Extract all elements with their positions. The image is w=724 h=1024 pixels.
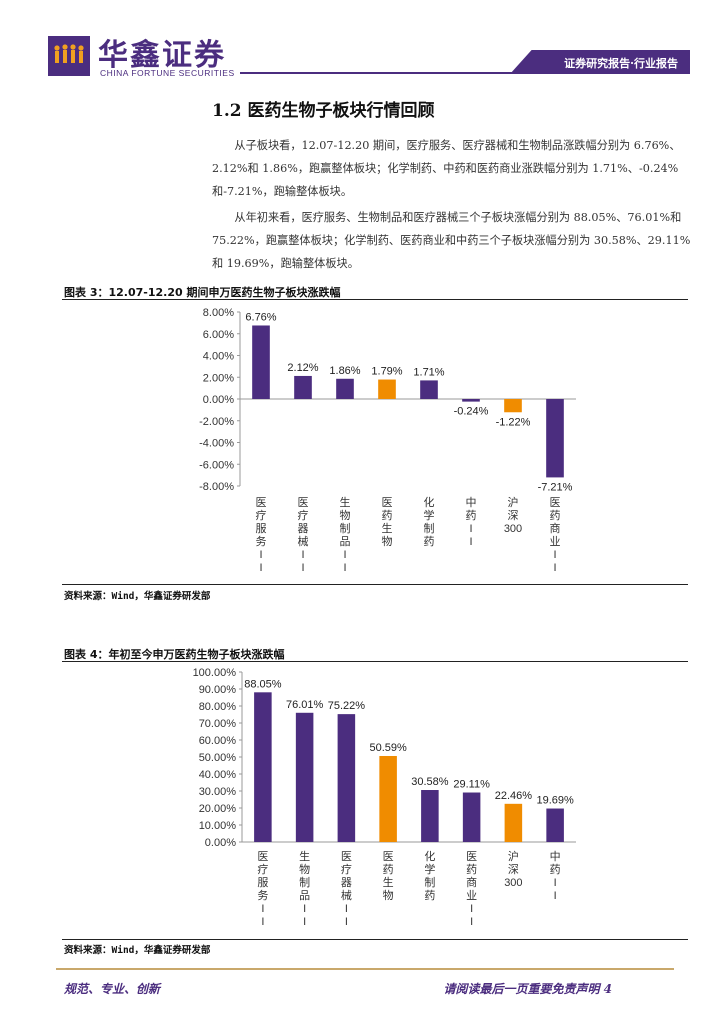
data-label: 29.11% bbox=[453, 779, 490, 791]
y-tick-label: 100.00% bbox=[193, 667, 237, 679]
y-tick-label: -6.00% bbox=[199, 459, 234, 471]
brand-name-en: CHINA FORTUNE SECURITIES bbox=[100, 68, 235, 78]
report-type-label: 证券研究报告·行业报告 bbox=[564, 57, 678, 70]
y-tick-label: 10.00% bbox=[199, 820, 237, 832]
bar bbox=[504, 399, 522, 413]
category-label: 中药 I I bbox=[550, 850, 561, 902]
y-tick-label: 70.00% bbox=[199, 718, 237, 730]
y-tick-label: 60.00% bbox=[199, 735, 237, 747]
category-label: 沪深 300 bbox=[504, 495, 522, 535]
category-label: 医药生物 bbox=[382, 497, 393, 548]
category-label: 化学制药 bbox=[424, 495, 435, 548]
y-tick-label: 2.00% bbox=[203, 372, 234, 384]
bar bbox=[462, 399, 480, 402]
chart-period-change: 8.00% 6.00% 4.00% 2.00% 0.00% -2.00% -4.00% -6.… bbox=[199, 307, 576, 574]
bar bbox=[337, 714, 356, 842]
y-tick-label: -8.00% bbox=[199, 481, 234, 493]
category-label: 化学制药 bbox=[424, 849, 435, 902]
bar bbox=[252, 325, 270, 399]
bar bbox=[378, 379, 396, 399]
data-label: -0.24% bbox=[454, 406, 489, 418]
bar bbox=[462, 792, 481, 842]
report-header: 华鑫证券 CHINA FORTUNE SECURITIES 证券研究报告·行业报… bbox=[0, 0, 724, 90]
data-label: 2.12% bbox=[287, 362, 318, 374]
footer-divider bbox=[56, 968, 674, 970]
category-label: 医疗服务 I I bbox=[257, 851, 268, 928]
data-label: 22.46% bbox=[495, 790, 533, 802]
category-label: 医药生物 bbox=[383, 851, 394, 902]
category-label: 医疗器械 I I bbox=[341, 851, 352, 928]
logo-figures-icon bbox=[54, 44, 84, 63]
bar bbox=[546, 399, 564, 478]
y-tick-label: 90.00% bbox=[199, 684, 237, 696]
category-label: 医药商业 I I bbox=[550, 497, 561, 574]
category-label: 医药商业 I I bbox=[466, 851, 477, 928]
brand-name-cn: 华鑫证券 bbox=[98, 38, 226, 73]
figure3-bottom-rule bbox=[62, 584, 688, 585]
footer-slogan: 规范、专业、创新 bbox=[64, 982, 161, 996]
data-label: 1.86% bbox=[329, 365, 360, 377]
category-label: 医疗器械 I I bbox=[298, 497, 309, 574]
figure3-title: 图表 3：12.07-12.20 期间申万医药生物子板块涨跌幅 bbox=[64, 286, 341, 299]
y-tick-label: -2.00% bbox=[199, 416, 234, 428]
bar bbox=[379, 755, 397, 842]
bar bbox=[254, 692, 272, 842]
y-tick-label: 50.00% bbox=[199, 752, 237, 764]
y-tick-label: 8.00% bbox=[203, 307, 234, 319]
bar bbox=[420, 380, 438, 399]
figure4-source: 资料来源：Wind，华鑫证券研发部 bbox=[64, 945, 211, 956]
figure4-top-rule bbox=[62, 661, 688, 662]
figure4-title: 图表 4：年初至今申万医药生物子板块涨跌幅 bbox=[64, 648, 285, 661]
category-label: 生物制品 I I bbox=[340, 495, 351, 574]
header-divider bbox=[240, 72, 674, 74]
data-label: 1.71% bbox=[413, 366, 444, 378]
figure3-top-rule bbox=[62, 299, 688, 300]
data-label: -7.21% bbox=[538, 481, 573, 493]
bar bbox=[295, 712, 314, 842]
data-label: 50.59% bbox=[369, 742, 407, 754]
bar bbox=[336, 378, 354, 399]
report-type-tab: 证券研究报告·行业报告 bbox=[510, 50, 690, 74]
data-label: 1.79% bbox=[371, 366, 402, 378]
data-label: 6.76% bbox=[245, 311, 276, 323]
data-label: 19.69% bbox=[536, 795, 574, 807]
data-label: 75.22% bbox=[328, 700, 366, 712]
data-label: 76.01% bbox=[286, 699, 324, 711]
y-tick-label: 40.00% bbox=[199, 769, 237, 781]
bar bbox=[294, 375, 312, 399]
y-tick-label: 80.00% bbox=[199, 701, 237, 713]
bar bbox=[504, 803, 523, 842]
y-tick-label: 0.00% bbox=[203, 394, 234, 406]
paragraph-sub-sector: 从子板块看，12.07-12.20 期间，医疗服务、医疗器械和生物制品涨跌幅分别… bbox=[212, 139, 681, 198]
company-logo bbox=[48, 36, 90, 76]
y-tick-label: -4.00% bbox=[199, 438, 234, 450]
category-label: 生物制品 I I bbox=[299, 849, 310, 928]
chart-ytd-change: 100.00% 90.00% 80.00% 70.00% 60.00% 50.00% 40.… bbox=[193, 667, 576, 928]
bar bbox=[421, 790, 439, 842]
y-tick-label: 0.00% bbox=[205, 837, 236, 849]
y-tick-label: 6.00% bbox=[203, 329, 234, 341]
category-label: 中药 I I bbox=[466, 496, 477, 548]
footer-disclaimer: 请阅读最后一页重要免责声明 4 bbox=[443, 982, 612, 996]
figure4-bottom-rule bbox=[62, 939, 688, 940]
category-label: 沪深 300 bbox=[504, 849, 522, 889]
y-tick-label: 4.00% bbox=[203, 351, 234, 363]
data-label: -1.22% bbox=[496, 416, 531, 428]
section-title: 1.2 医药生物子板块行情回顾 bbox=[212, 101, 435, 121]
data-label: 88.05% bbox=[244, 678, 282, 690]
y-tick-label: 20.00% bbox=[199, 803, 237, 815]
figure3-source: 资料来源：Wind，华鑫证券研发部 bbox=[64, 591, 211, 602]
category-label: 医疗服务 I I bbox=[256, 497, 267, 574]
paragraph-ytd: 从年初来看，医疗服务、生物制品和医疗器械三个子板块涨幅分别为 88.05%、76… bbox=[212, 211, 691, 270]
bar bbox=[546, 808, 564, 842]
data-label: 30.58% bbox=[411, 776, 449, 788]
y-tick-label: 30.00% bbox=[199, 786, 237, 798]
